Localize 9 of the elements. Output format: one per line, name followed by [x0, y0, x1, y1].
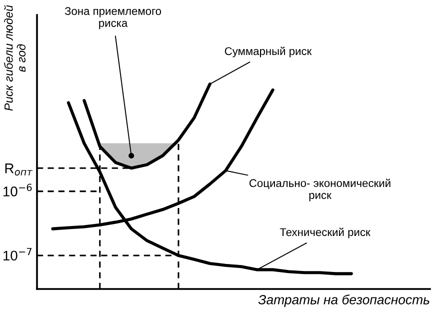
y-tick-label: 10$^{−7}$: [3, 248, 32, 261]
x-axis-title: Затраты на безопасность: [258, 294, 430, 307]
annotation: Социально- экономический риск: [250, 178, 390, 202]
annotation: Суммарный риск: [224, 46, 312, 58]
annotation: Технический риск: [280, 228, 370, 238]
annotation: Зона приемлемого риска: [64, 7, 162, 30]
y-tick-label: R$_{опт}$: [5, 164, 33, 176]
y-tick-label: 10$^{−6}$: [3, 184, 32, 196]
y-axis-title: Риск гибели людей в год: [4, 5, 26, 111]
